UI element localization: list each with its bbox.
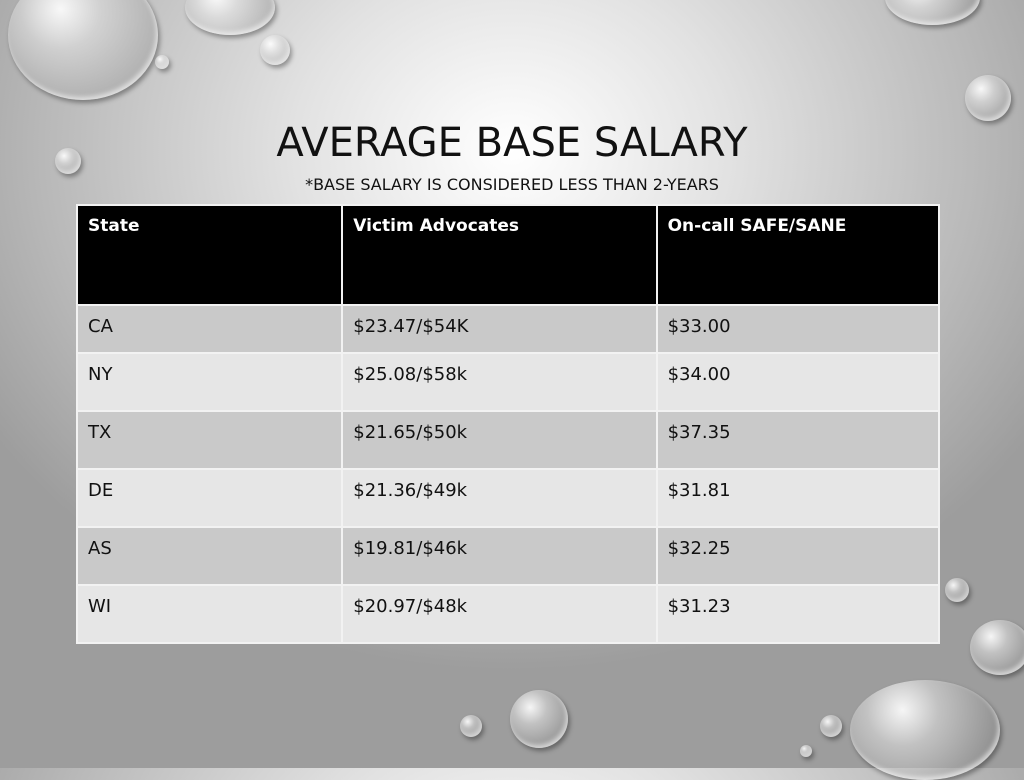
salary-table: State Victim Advocates On-call SAFE/SANE… xyxy=(75,204,941,644)
cell-state: CA xyxy=(75,304,344,354)
table-row: CA $23.47/$54K $33.00 xyxy=(75,304,941,354)
water-drop-decoration xyxy=(8,0,158,100)
cell-on-call: $31.81 xyxy=(655,468,941,528)
water-drop-decoration xyxy=(460,715,482,737)
cell-state: AS xyxy=(75,526,344,586)
water-drop-decoration xyxy=(970,620,1024,675)
cell-victim-advocates: $23.47/$54K xyxy=(341,304,658,354)
water-drop-decoration xyxy=(885,0,980,25)
cell-on-call: $31.23 xyxy=(655,584,941,644)
water-drop-decoration xyxy=(965,75,1011,121)
water-drop-decoration xyxy=(800,745,812,757)
water-drop-decoration xyxy=(820,715,842,737)
cell-state: TX xyxy=(75,410,344,470)
cell-victim-advocates: $25.08/$58k xyxy=(341,352,658,412)
table-row: TX $21.65/$50k $37.35 xyxy=(75,410,941,470)
header-victim-advocates: Victim Advocates xyxy=(341,204,658,306)
water-drop-decoration xyxy=(945,578,969,602)
slide-subtitle: *BASE SALARY IS CONSIDERED LESS THAN 2-Y… xyxy=(305,175,719,194)
table-row: WI $20.97/$48k $31.23 xyxy=(75,584,941,644)
water-drop-decoration xyxy=(510,690,568,748)
slide-title: AVERAGE BASE SALARY xyxy=(276,120,748,166)
header-state: State xyxy=(75,204,344,306)
cell-on-call: $32.25 xyxy=(655,526,941,586)
cell-victim-advocates: $19.81/$46k xyxy=(341,526,658,586)
table-header-row: State Victim Advocates On-call SAFE/SANE xyxy=(75,204,941,306)
table-row: NY $25.08/$58k $34.00 xyxy=(75,352,941,412)
table-row: DE $21.36/$49k $31.81 xyxy=(75,468,941,528)
cell-on-call: $33.00 xyxy=(655,304,941,354)
cell-victim-advocates: $21.65/$50k xyxy=(341,410,658,470)
water-drop-decoration xyxy=(185,0,275,35)
table-row: AS $19.81/$46k $32.25 xyxy=(75,526,941,586)
water-drop-decoration xyxy=(155,55,169,69)
header-on-call-safe-sane: On-call SAFE/SANE xyxy=(655,204,941,306)
cell-victim-advocates: $20.97/$48k xyxy=(341,584,658,644)
cell-state: WI xyxy=(75,584,344,644)
cell-on-call: $37.35 xyxy=(655,410,941,470)
water-drop-decoration xyxy=(55,148,81,174)
cell-on-call: $34.00 xyxy=(655,352,941,412)
cell-state: DE xyxy=(75,468,344,528)
cell-state: NY xyxy=(75,352,344,412)
cell-victim-advocates: $21.36/$49k xyxy=(341,468,658,528)
water-drop-decoration xyxy=(260,35,290,65)
water-drop-decoration xyxy=(850,680,1000,780)
